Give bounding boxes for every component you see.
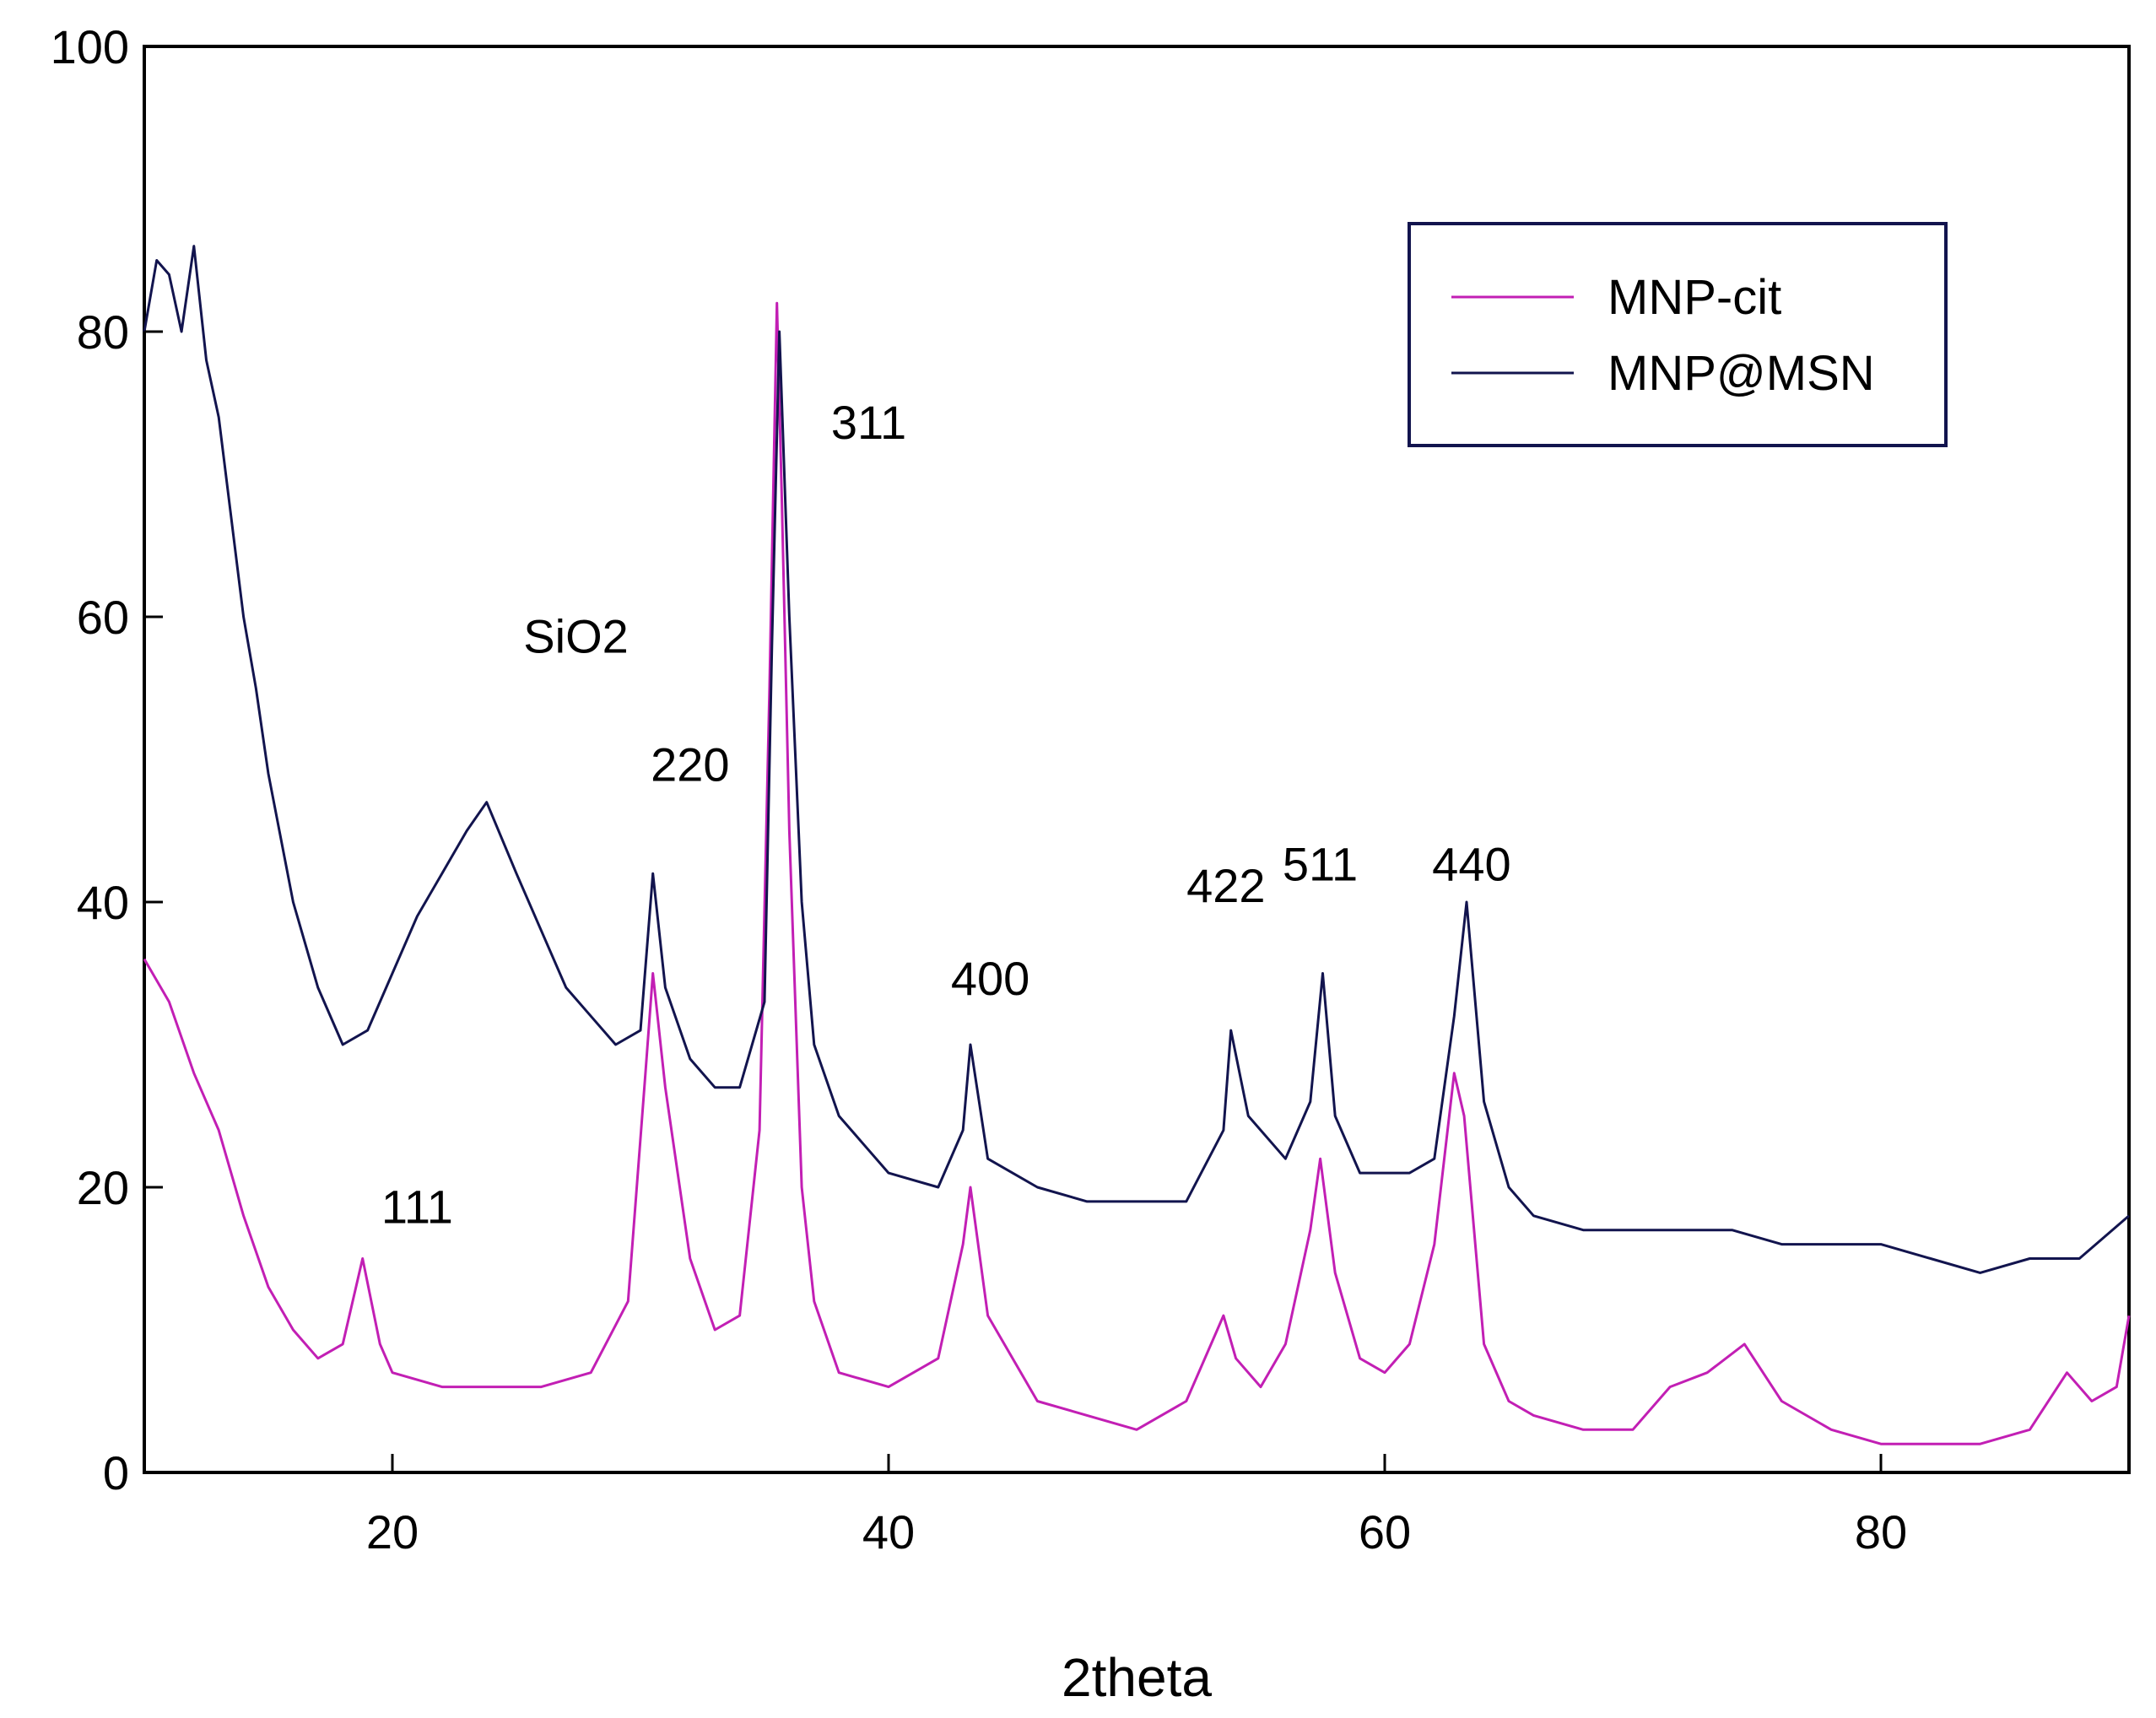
y-tick-label: 40 xyxy=(77,876,129,929)
peak-label: 311 xyxy=(831,396,906,449)
x-axis-title: 2theta xyxy=(1062,1647,1212,1708)
legend-label-mnp-cit: MNP-cit xyxy=(1608,270,1781,325)
y-tick-label: 0 xyxy=(103,1446,129,1499)
peak-label: 511 xyxy=(1283,838,1358,891)
series-line-mnp-cit xyxy=(143,301,2131,1445)
y-tick-label: 80 xyxy=(77,305,129,359)
peak-label: 440 xyxy=(1432,838,1510,891)
plot-frame xyxy=(143,45,2131,1474)
peak-label: 220 xyxy=(651,737,729,791)
y-tick-label: 20 xyxy=(77,1161,129,1214)
legend-box xyxy=(1408,222,1948,447)
legend: MNP-cit MNP@MSN xyxy=(1408,222,1948,447)
axis-ticks: 0 20 40 60 80 100 20 40 60 80 xyxy=(51,20,1908,1559)
y-tick-label: 100 xyxy=(51,20,129,73)
x-tick-label: 20 xyxy=(366,1505,419,1559)
peak-annotations: SiO2 220 311 111 400 422 511 440 xyxy=(381,396,1511,1234)
series-line-mnp-msn xyxy=(143,245,2130,1274)
series-layer xyxy=(143,245,2131,1445)
x-tick-label: 60 xyxy=(1359,1505,1411,1559)
legend-label-mnp-msn: MNP@MSN xyxy=(1608,346,1875,401)
x-tick-label: 40 xyxy=(862,1505,915,1559)
peak-label: 111 xyxy=(381,1180,453,1233)
peak-label: 422 xyxy=(1186,859,1265,912)
y-tick-label: 60 xyxy=(77,591,129,644)
x-tick-label: 80 xyxy=(1855,1505,1907,1559)
peak-label: SiO2 xyxy=(523,609,629,662)
peak-label: 400 xyxy=(951,952,1029,1005)
